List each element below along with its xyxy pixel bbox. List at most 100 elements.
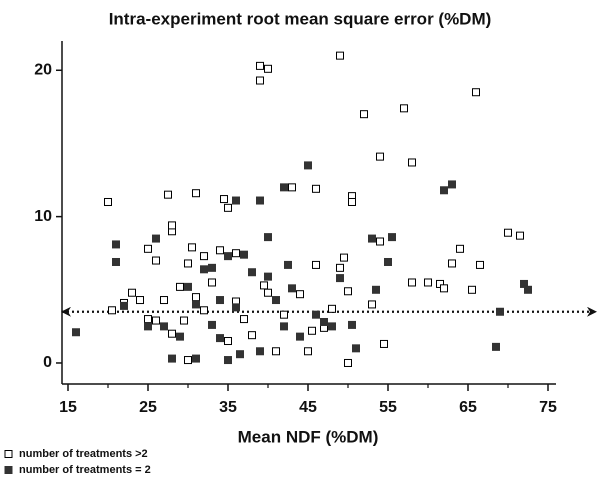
- point: [232, 303, 240, 312]
- point: [516, 231, 524, 240]
- point: [180, 316, 188, 325]
- point: [192, 354, 200, 363]
- point: [524, 285, 532, 294]
- point: [216, 246, 224, 255]
- point: [232, 249, 240, 258]
- point: [340, 253, 348, 262]
- point: [208, 278, 216, 287]
- point: [200, 306, 208, 315]
- point: [336, 51, 344, 60]
- point: [312, 310, 320, 319]
- point: [456, 244, 464, 253]
- legend-marker: [4, 466, 13, 474]
- point: [344, 358, 352, 367]
- point: [320, 317, 328, 326]
- point: [368, 300, 376, 309]
- point: [312, 184, 320, 193]
- x-tick-label: 45: [299, 399, 317, 416]
- point: [104, 197, 112, 206]
- point: [388, 233, 396, 242]
- point: [492, 342, 500, 351]
- point: [160, 322, 168, 331]
- point: [352, 344, 360, 353]
- point: [424, 278, 432, 287]
- point: [152, 316, 160, 325]
- point: [112, 257, 120, 266]
- legend-marker: [4, 450, 13, 458]
- point: [440, 186, 448, 195]
- point: [380, 339, 388, 348]
- y-tick-label: 20: [34, 61, 52, 78]
- point: [348, 197, 356, 206]
- point: [496, 307, 504, 316]
- point: [288, 183, 296, 192]
- point: [144, 244, 152, 253]
- legend-label: number of treatments = 2: [19, 464, 151, 476]
- point: [192, 189, 200, 198]
- point: [400, 104, 408, 113]
- point: [224, 203, 232, 212]
- point: [296, 290, 304, 299]
- chart-title: Intra-experiment root mean square error …: [109, 9, 492, 28]
- point: [448, 180, 456, 189]
- point: [152, 234, 160, 243]
- point: [264, 64, 272, 73]
- point: [408, 278, 416, 287]
- point: [144, 322, 152, 331]
- point: [200, 252, 208, 261]
- point: [208, 320, 216, 329]
- x-axis-label: Mean NDF (%DM): [238, 427, 379, 446]
- x-tick-label: 55: [379, 399, 397, 416]
- point: [220, 195, 228, 204]
- point: [468, 285, 476, 294]
- point: [264, 233, 272, 242]
- point: [224, 337, 232, 346]
- x-tick-label: 15: [59, 399, 77, 416]
- point: [280, 322, 288, 331]
- point: [368, 234, 376, 243]
- point: [188, 243, 196, 252]
- point: [184, 356, 192, 365]
- point: [376, 152, 384, 161]
- point: [240, 250, 248, 259]
- point: [256, 196, 264, 205]
- point: [440, 284, 448, 293]
- point: [256, 76, 264, 85]
- point: [328, 304, 336, 313]
- point: [176, 332, 184, 341]
- point: [264, 288, 272, 297]
- point: [376, 237, 384, 246]
- x-tick-label: 75: [539, 399, 557, 416]
- point: [304, 347, 312, 356]
- point: [348, 320, 356, 329]
- point: [128, 288, 136, 297]
- point: [200, 265, 208, 274]
- point: [384, 257, 392, 266]
- point: [448, 259, 456, 268]
- point: [168, 329, 176, 338]
- point: [344, 287, 352, 296]
- point: [184, 282, 192, 291]
- point: [280, 183, 288, 192]
- point: [256, 347, 264, 356]
- x-tick-label: 35: [219, 399, 237, 416]
- point: [192, 300, 200, 309]
- point: [240, 315, 248, 324]
- point: [248, 331, 256, 340]
- point: [304, 161, 312, 170]
- point: [264, 272, 272, 281]
- point: [224, 252, 232, 261]
- point: [272, 347, 280, 356]
- point: [144, 315, 152, 324]
- point: [72, 328, 80, 337]
- point: [112, 240, 120, 249]
- point: [136, 296, 144, 305]
- point: [208, 263, 216, 272]
- legend-label: number of treatments >2: [19, 448, 148, 460]
- y-tick-label: 10: [34, 208, 52, 225]
- point: [308, 326, 316, 335]
- point: [160, 296, 168, 305]
- point: [164, 190, 172, 199]
- point: [472, 88, 480, 97]
